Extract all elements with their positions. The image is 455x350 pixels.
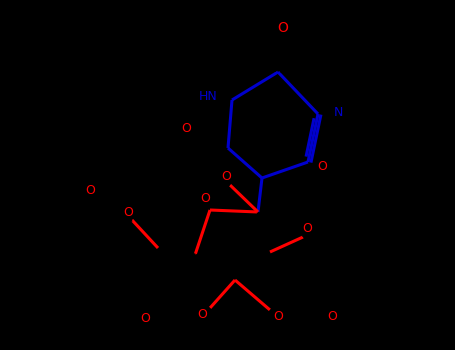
Text: O: O — [302, 223, 312, 236]
Text: O: O — [221, 170, 231, 183]
Text: O: O — [278, 21, 288, 35]
Text: O: O — [85, 183, 95, 196]
Text: O: O — [317, 161, 327, 174]
Text: HN: HN — [199, 90, 218, 103]
Text: O: O — [200, 191, 210, 204]
Text: O: O — [181, 121, 191, 134]
Text: O: O — [140, 313, 150, 326]
Text: O: O — [197, 308, 207, 321]
Text: O: O — [327, 309, 337, 322]
Text: O: O — [123, 205, 133, 218]
Text: O: O — [273, 309, 283, 322]
Text: N: N — [334, 105, 344, 119]
